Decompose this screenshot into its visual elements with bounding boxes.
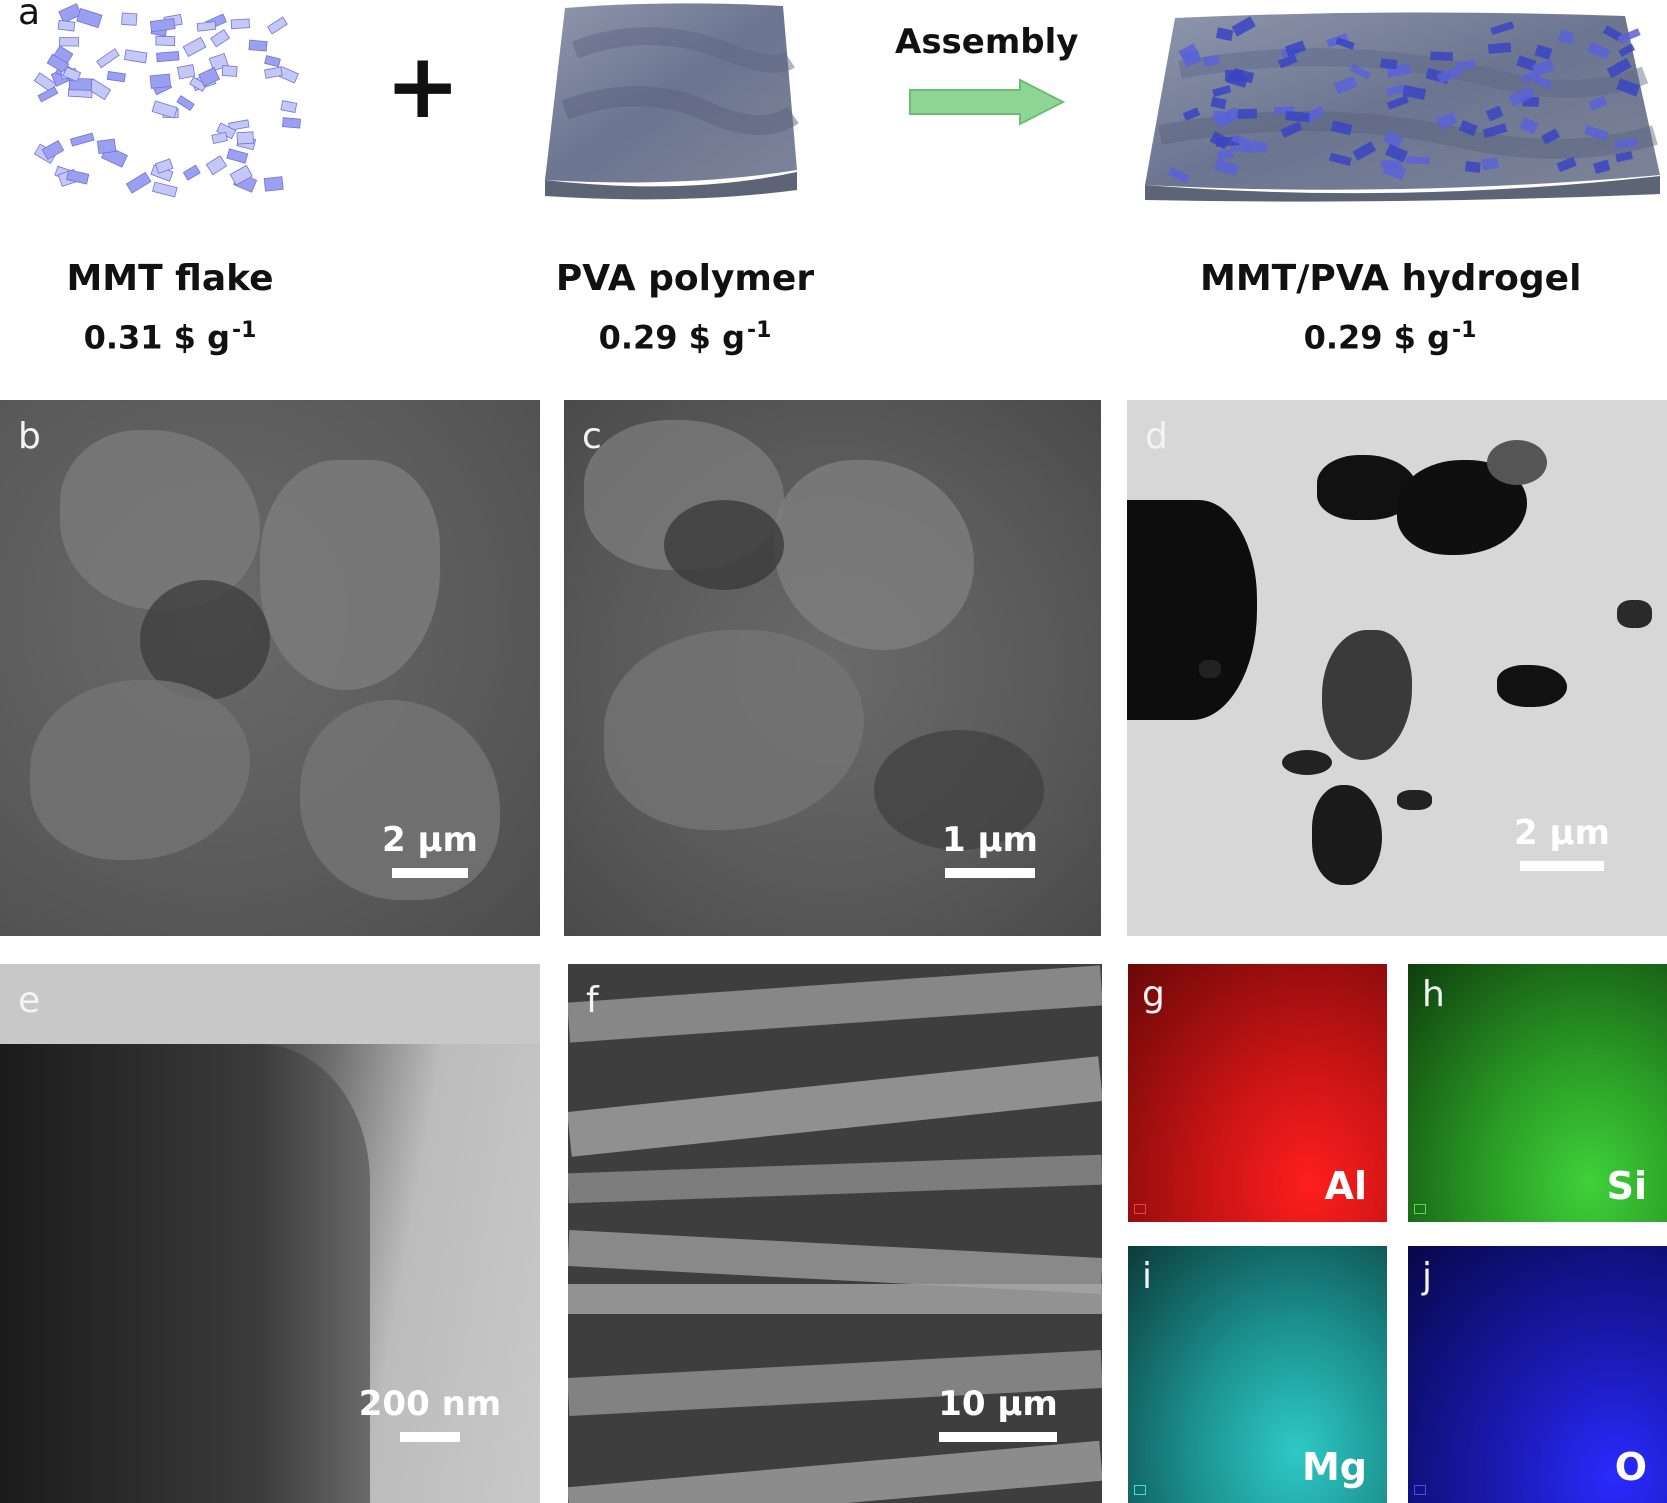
map-icon — [1414, 1485, 1426, 1495]
eds-map-o: j O — [1408, 1246, 1667, 1503]
map-icon — [1414, 1204, 1426, 1214]
arrow-right-icon — [909, 78, 1066, 126]
panel-letter-d: d — [1145, 416, 1168, 457]
sem-image-f: f 10 µm — [568, 964, 1102, 1503]
mmt-flake-price: 0.31 $ g-1 — [83, 318, 257, 357]
panel-letter-c: c — [582, 416, 602, 457]
element-label-al: Al — [1324, 1164, 1367, 1208]
panel-letter-a: a — [18, 0, 41, 33]
pva-polymer-price: 0.29 $ g-1 — [598, 318, 772, 357]
eds-map-al: g Al — [1128, 964, 1387, 1222]
panel-letter-j: j — [1422, 1256, 1433, 1297]
scale-bar-b: 2 µm — [380, 820, 480, 878]
assembly-label: Assembly — [895, 22, 1079, 62]
pva-polymer-label: PVA polymer — [555, 258, 815, 299]
element-label-si: Si — [1606, 1164, 1647, 1208]
tem-image-d: d 2 µm — [1127, 400, 1667, 936]
scale-bar-f: 10 µm — [923, 1384, 1073, 1442]
hydrogel-price: 0.29 $ g-1 — [1303, 318, 1477, 357]
pva-polymer-illustration — [545, 3, 799, 200]
hydrogel-label: MMT/PVA hydrogel — [1200, 258, 1582, 299]
sem-image-c: c 1 µm — [564, 400, 1101, 936]
panel-letter-e: e — [18, 980, 41, 1021]
mmt-flakes-illustration — [33, 3, 301, 198]
mmt-flake-label: MMT flake — [66, 258, 274, 299]
panel-letter-i: i — [1142, 1256, 1153, 1297]
tem-image-e: e 200 nm — [0, 964, 540, 1503]
plus-icon: + — [385, 34, 461, 139]
panel-letter-b: b — [18, 416, 41, 457]
panel-letter-f: f — [586, 980, 599, 1021]
map-icon — [1134, 1204, 1146, 1214]
element-label-o: O — [1614, 1445, 1647, 1489]
scale-bar-e: 200 nm — [355, 1384, 505, 1442]
scale-bar-c: 1 µm — [940, 820, 1040, 878]
hydrogel-illustration — [1145, 12, 1660, 202]
eds-map-mg: i Mg — [1128, 1246, 1387, 1503]
element-label-mg: Mg — [1301, 1445, 1367, 1489]
eds-map-si: h Si — [1408, 964, 1667, 1222]
scale-bar-d: 2 µm — [1502, 813, 1622, 871]
panel-letter-g: g — [1142, 974, 1165, 1015]
panel-letter-h: h — [1422, 974, 1445, 1015]
map-icon — [1134, 1485, 1146, 1495]
sem-image-b: b 2 µm — [0, 400, 540, 936]
